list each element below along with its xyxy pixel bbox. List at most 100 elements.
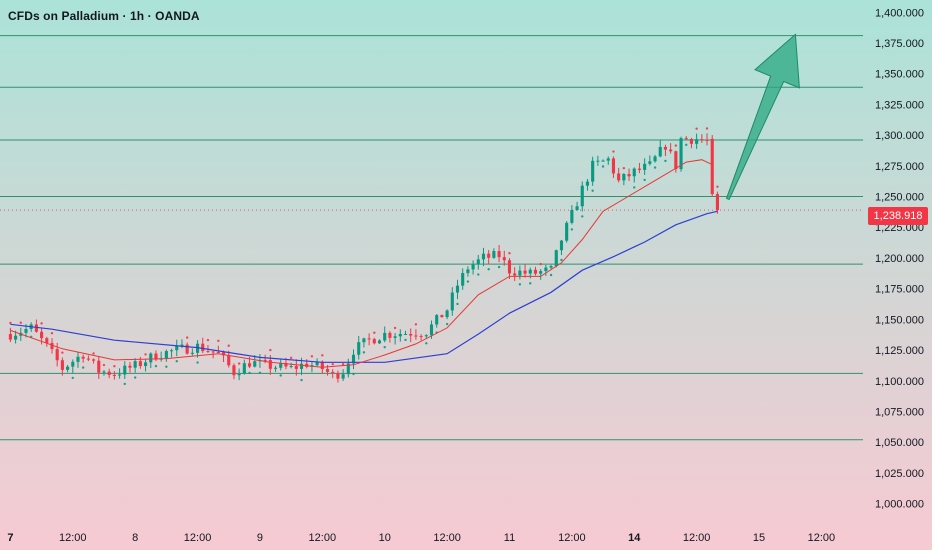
x-tick-label: 12:00 — [558, 532, 586, 544]
candle — [118, 374, 122, 376]
candle — [445, 310, 449, 318]
candle — [227, 355, 231, 366]
y-tick-label: 1,375.000 — [875, 38, 924, 50]
sar-dot — [352, 372, 355, 376]
sar-dot — [196, 361, 199, 364]
candle — [138, 361, 142, 367]
sar-dot — [175, 360, 178, 363]
candle — [591, 160, 595, 182]
candle — [419, 336, 423, 338]
sar-dot — [393, 326, 397, 330]
sar-dot — [529, 282, 532, 285]
sar-dot — [341, 363, 345, 366]
candle — [284, 362, 288, 367]
candle — [715, 194, 719, 211]
candle — [86, 358, 90, 360]
candle — [549, 266, 553, 268]
y-tick-label: 1,100.000 — [875, 376, 924, 388]
candle — [8, 334, 12, 340]
sar-dot — [570, 228, 574, 231]
candle — [461, 273, 465, 286]
candle — [40, 331, 44, 339]
sar-dot — [445, 322, 449, 326]
x-tick-label: 12:00 — [808, 532, 836, 544]
sar-dot — [497, 265, 501, 269]
candle — [60, 360, 64, 370]
candle — [336, 372, 340, 379]
candle — [565, 222, 569, 241]
candle — [170, 350, 174, 352]
candle — [648, 161, 652, 164]
sar-dot — [144, 353, 147, 356]
sar-dot — [664, 159, 667, 163]
sar-dot — [518, 283, 522, 286]
candle — [471, 264, 475, 270]
candle — [684, 138, 688, 140]
candle — [440, 315, 444, 318]
sar-dot — [227, 344, 230, 347]
candle — [14, 335, 18, 340]
sar-dot — [248, 371, 251, 375]
sar-dot — [581, 215, 584, 218]
sar-dot — [456, 302, 459, 306]
sar-dot — [40, 322, 43, 325]
candle — [388, 332, 392, 338]
sar-dot — [539, 262, 542, 266]
sar-dot — [674, 144, 678, 147]
candle — [658, 146, 662, 157]
y-tick-label: 1,025.000 — [875, 468, 924, 480]
y-tick-label: 1,175.000 — [875, 284, 924, 296]
candle — [211, 351, 215, 353]
sar-dot — [19, 321, 22, 324]
candle — [710, 138, 714, 195]
candle — [216, 352, 220, 354]
candle — [190, 352, 194, 354]
candle — [502, 257, 506, 261]
sar-dot — [404, 338, 407, 342]
candle — [507, 260, 512, 274]
candle — [700, 139, 704, 141]
candle — [71, 361, 75, 367]
candle — [637, 168, 642, 170]
candle — [221, 352, 226, 356]
candle — [81, 356, 85, 359]
x-tick-label: 12:00 — [59, 532, 87, 544]
candle — [476, 259, 480, 265]
candle — [606, 158, 610, 161]
x-tick-label: 15 — [753, 532, 765, 544]
candle — [331, 371, 335, 373]
candle — [55, 349, 59, 361]
sar-dot — [466, 280, 470, 283]
candle — [268, 360, 272, 369]
candle — [622, 174, 626, 181]
sar-dot — [206, 338, 210, 342]
candle — [195, 343, 200, 353]
candle — [695, 139, 699, 144]
candle — [617, 173, 621, 181]
candle — [144, 362, 148, 367]
candle — [689, 139, 693, 144]
candle — [273, 367, 278, 369]
candle — [409, 333, 413, 336]
candle — [154, 353, 158, 360]
x-tick-label: 8 — [132, 532, 138, 544]
candle — [253, 361, 257, 367]
sar-dot — [300, 378, 303, 382]
sar-dot — [549, 273, 553, 277]
candle — [315, 361, 319, 366]
sar-dot — [331, 362, 334, 366]
sar-dot — [560, 258, 563, 262]
y-tick-label: 1,125.000 — [875, 345, 924, 357]
y-tick-label: 1,400.000 — [875, 7, 924, 19]
candle — [279, 362, 283, 368]
candle — [232, 365, 236, 376]
candle — [596, 160, 600, 162]
sar-dot — [9, 321, 12, 325]
candle — [669, 149, 673, 152]
sar-dot — [92, 352, 95, 355]
last-price-badge: 1,238.918 — [868, 207, 928, 225]
sar-dot — [123, 382, 126, 386]
bullish-arrow — [725, 33, 800, 201]
candle — [663, 146, 668, 150]
